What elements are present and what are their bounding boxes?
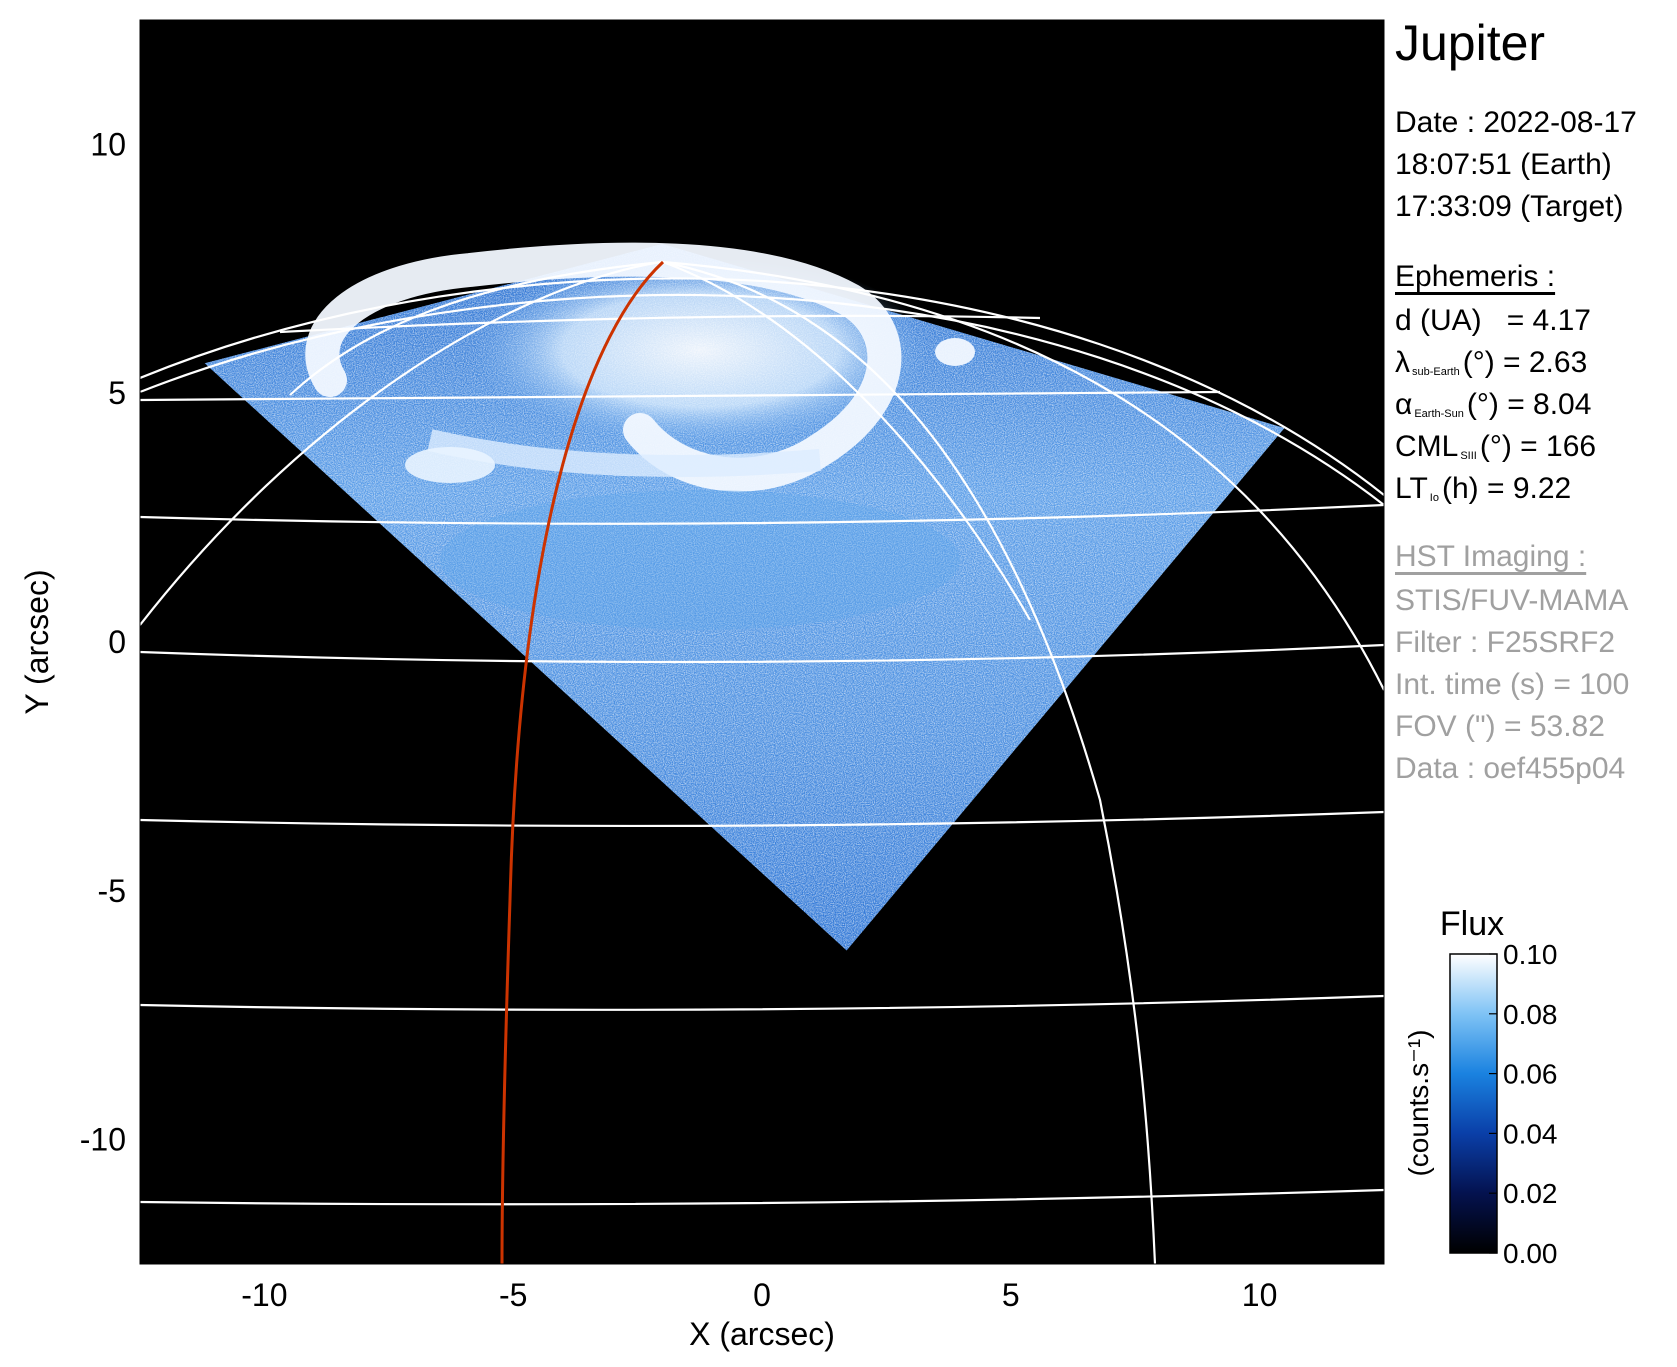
x-axis-label: X (arcsec) [689, 1316, 835, 1352]
y-axis: -10 -5 0 5 10 [80, 126, 1384, 1158]
cml-value: (°) = 166 [1479, 430, 1597, 463]
alpha-value: (°) = 8.04 [1466, 388, 1592, 421]
alpha-sub: Earth-Sun [1414, 408, 1464, 420]
colorbar-tick-label: 0.06 [1503, 1059, 1558, 1090]
obs-date: Date : 2022-08-17 [1395, 106, 1637, 139]
lt-sub: Io [1429, 492, 1439, 504]
y-tick-label: -10 [80, 1122, 126, 1158]
x-tick-label: 10 [1242, 1277, 1278, 1313]
colorbar-tick-label: 0.04 [1503, 1118, 1558, 1149]
colorbar-tick-label: 0.00 [1503, 1238, 1558, 1269]
ephemeris-lt: LT Io (h) = 9.22 [1395, 474, 1571, 504]
colorbar-unit: (counts.s⁻¹) [1403, 1029, 1434, 1176]
alpha-symbol: α [1395, 388, 1413, 421]
x-tick-label: 5 [1002, 1277, 1020, 1313]
hst-fov: FOV (") = 53.82 [1395, 710, 1605, 743]
y-tick-label: 5 [108, 375, 126, 411]
ephemeris-alpha: α Earth-Sun (°) = 8.04 [1395, 390, 1591, 420]
y-axis-label: Y (arcsec) [19, 569, 55, 714]
colorbar-tick-label: 0.10 [1503, 939, 1558, 970]
planetocentric-grid [140, 260, 1384, 1264]
hst-heading: HST Imaging : [1395, 540, 1587, 573]
x-tick-label: 0 [753, 1277, 771, 1313]
colorbar-ticks: 0.00 0.02 0.04 0.06 0.08 0.10 [1489, 939, 1558, 1269]
colorbar-tick-label: 0.02 [1503, 1178, 1558, 1209]
ephemeris-heading: Ephemeris : [1395, 260, 1556, 293]
lt-symbol: LT [1395, 472, 1428, 505]
x-tick-label: -10 [241, 1277, 287, 1313]
hst-instrument: STIS/FUV-MAMA [1395, 584, 1629, 617]
hst-filter: Filter : F25SRF2 [1395, 626, 1616, 659]
cml-sub: SIII [1460, 450, 1477, 462]
hst-data-id: Data : oef455p04 [1395, 752, 1626, 785]
lambda-sub: sub-Earth [1412, 366, 1460, 378]
x-axis: -10 -5 0 5 10 [241, 20, 1277, 1313]
distance-label: d (UA) [1395, 304, 1482, 337]
ephemeris-distance: d (UA) = 4.17 [1395, 306, 1591, 336]
y-tick-label: 10 [90, 126, 126, 162]
colorbar [1449, 953, 1498, 1254]
distance-value: = 4.17 [1506, 304, 1591, 337]
hst-int-time: Int. time (s) = 100 [1395, 668, 1630, 701]
io-footprint-line [500, 260, 665, 1264]
cml-symbol: CML [1395, 430, 1459, 463]
colorbar-tick-label: 0.08 [1503, 999, 1558, 1030]
y-tick-label: -5 [98, 873, 126, 909]
lambda-symbol: λ [1395, 346, 1410, 379]
ephemeris-cml: CML SIII (°) = 166 [1395, 432, 1596, 462]
ephemeris-lambda: λ sub-Earth (°) = 2.63 [1395, 348, 1587, 378]
obs-time-target: 17:33:09 (Target) [1395, 190, 1624, 223]
colorbar-title: Flux [1440, 905, 1504, 943]
x-tick-label: -5 [499, 1277, 527, 1313]
target-name: Jupiter [1395, 15, 1546, 71]
obs-time-earth: 18:07:51 (Earth) [1395, 148, 1612, 181]
lt-value: (h) = 9.22 [1441, 472, 1572, 505]
lambda-value: (°) = 2.63 [1462, 346, 1588, 379]
image-noise [204, 243, 1285, 951]
y-tick-label: 0 [108, 624, 126, 660]
